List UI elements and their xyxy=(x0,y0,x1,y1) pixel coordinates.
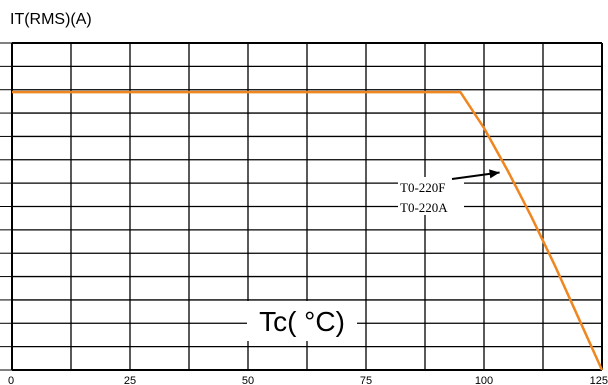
y-axis-label: IT(RMS)(A) xyxy=(10,11,92,28)
x-tick-labels: 0 25 50 75 100 125 xyxy=(8,375,608,385)
chart-grid xyxy=(0,42,603,371)
x-tick-label: 75 xyxy=(360,375,372,385)
annotation-background xyxy=(398,177,464,215)
x-axis-label-background xyxy=(247,301,357,341)
x-tick-label: 50 xyxy=(242,375,254,385)
x-axis-label: Tc( °C) xyxy=(259,306,345,337)
annotation-line-2: T0-220A xyxy=(400,200,448,215)
series-line xyxy=(12,90,604,371)
x-tick-label: 125 xyxy=(590,375,608,385)
annotation-arrowhead xyxy=(489,169,500,179)
annotation-line-1: T0-220F xyxy=(400,180,446,195)
x-tick-label: 0 xyxy=(8,375,14,385)
x-tick-label: 100 xyxy=(475,375,493,385)
x-tick-label: 25 xyxy=(124,375,136,385)
annotation: T0-220F T0-220A xyxy=(398,169,500,215)
chart-curve-layer xyxy=(12,90,604,371)
